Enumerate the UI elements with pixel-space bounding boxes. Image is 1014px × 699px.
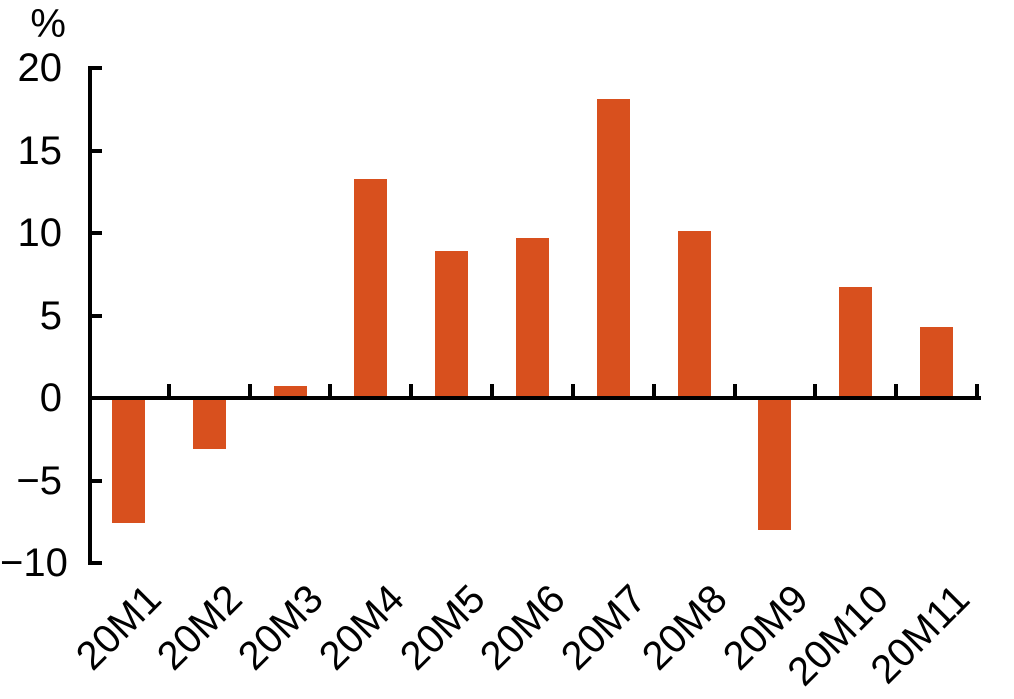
bar-20M9 <box>758 398 792 530</box>
x-tick-label-20M5: 20M5 <box>391 576 494 679</box>
y-tick <box>88 396 102 400</box>
y-tick-label: 0 <box>39 376 62 420</box>
bar-20M11 <box>920 327 954 398</box>
x-tick <box>570 384 575 396</box>
bar-20M2 <box>192 398 226 450</box>
bar-20M8 <box>677 231 711 398</box>
x-tick-label-20M7: 20M7 <box>553 576 656 679</box>
y-tick-label: −5 <box>16 458 62 503</box>
x-tick <box>651 384 656 396</box>
x-tick <box>247 384 252 396</box>
x-tick <box>813 384 818 396</box>
y-tick-label: 20 <box>17 46 63 90</box>
x-tick <box>490 384 495 396</box>
bar-20M6 <box>516 237 549 398</box>
x-tick <box>328 384 333 396</box>
bar-20M3 <box>273 386 307 398</box>
y-tick-label: 10 <box>17 211 63 255</box>
x-tick <box>975 384 979 396</box>
x-tick-label-20M1: 20M1 <box>68 576 171 679</box>
y-axis-unit-label: % <box>30 2 66 46</box>
bar-20M4 <box>354 178 388 398</box>
y-tick <box>88 148 102 153</box>
x-tick <box>409 384 414 396</box>
y-tick-label: 5 <box>39 293 62 338</box>
x-tick-label-20M3: 20M3 <box>229 576 332 679</box>
bar-20M1 <box>111 398 145 524</box>
x-tick <box>166 384 171 396</box>
bar-20M5 <box>435 251 469 398</box>
x-tick <box>894 384 899 396</box>
y-tick <box>88 313 102 318</box>
bar-20M7 <box>596 99 630 398</box>
y-tick <box>88 478 102 483</box>
x-tick-label-20M8: 20M8 <box>633 576 736 679</box>
y-tick <box>88 66 102 70</box>
y-tick-label: −10 <box>0 541 68 585</box>
x-tick-label-20M6: 20M6 <box>472 576 575 679</box>
x-tick <box>732 384 737 396</box>
x-tick-label-20M4: 20M4 <box>310 576 413 679</box>
y-tick <box>88 561 102 565</box>
x-axis-zero-line <box>88 396 981 400</box>
bar-20M10 <box>839 287 873 398</box>
y-tick-label: 15 <box>17 128 63 173</box>
x-tick-label-20M2: 20M2 <box>149 576 251 679</box>
y-tick <box>88 231 102 235</box>
